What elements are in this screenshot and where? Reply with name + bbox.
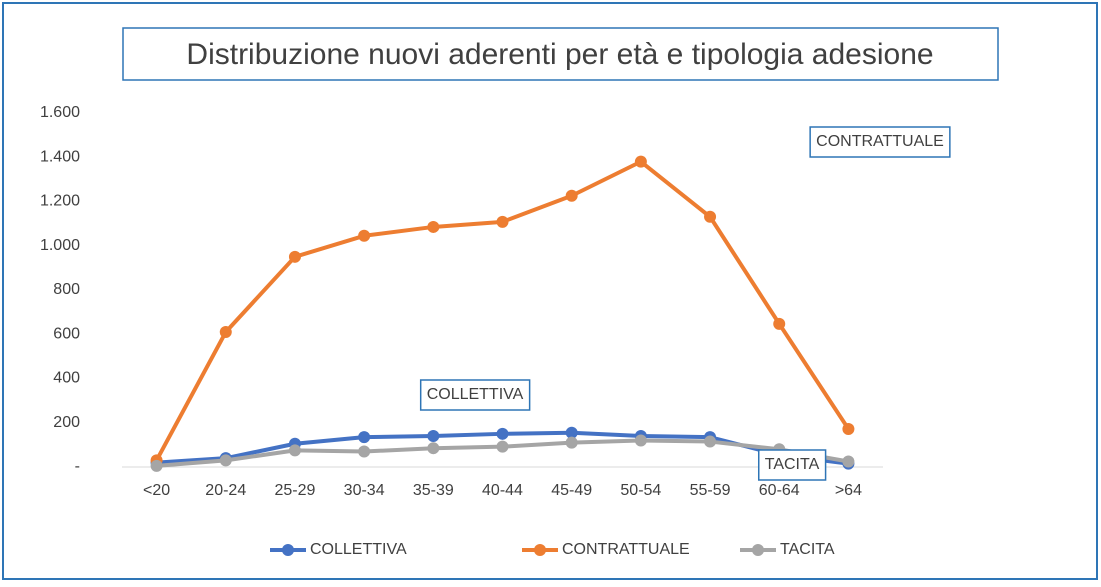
data-point	[358, 445, 371, 458]
x-tick-label: >64	[835, 482, 862, 499]
data-point	[288, 250, 301, 263]
y-tick-label: 1.200	[40, 193, 80, 210]
x-tick-label: 35-39	[413, 482, 454, 499]
data-point	[634, 155, 647, 168]
chart-title: Distribuzione nuovi aderenti per età e t…	[186, 38, 933, 71]
data-point	[704, 210, 717, 223]
legend-label: TACITA	[780, 541, 835, 558]
data-point	[288, 444, 301, 457]
x-tick-label: 25-29	[274, 482, 315, 499]
legend-label: CONTRATTUALE	[562, 541, 690, 558]
annotation: COLLETTIVA	[427, 386, 524, 403]
x-tick-label: 55-59	[690, 482, 731, 499]
data-point	[496, 427, 509, 440]
data-point	[773, 317, 786, 330]
y-tick-label: 1.000	[40, 237, 80, 254]
data-point	[565, 189, 578, 202]
annotation-box	[809, 126, 951, 158]
data-point	[150, 459, 163, 472]
y-tick-label: 1.400	[40, 148, 80, 165]
legend-marker	[752, 544, 764, 556]
annotation-box	[419, 379, 531, 411]
x-tick-label: 45-49	[551, 482, 592, 499]
x-tick-label: 30-34	[344, 482, 385, 499]
title-box	[122, 27, 999, 81]
x-tick-label: 40-44	[482, 482, 523, 499]
y-tick-label: 400	[53, 370, 80, 387]
x-tick-label: 20-24	[205, 482, 246, 499]
data-point	[634, 434, 647, 447]
y-tick-label: 800	[53, 281, 80, 298]
annotation: TACITA	[765, 456, 820, 473]
x-tick-label: 60-64	[759, 482, 800, 499]
annotation-box	[757, 449, 827, 481]
legend-label: COLLETTIVA	[310, 541, 407, 558]
data-point	[358, 229, 371, 242]
data-point	[496, 440, 509, 453]
annotation: CONTRATTUALE	[816, 133, 944, 150]
y-tick-label: 200	[53, 414, 80, 431]
y-tick-label: 600	[53, 325, 80, 342]
data-point	[427, 430, 440, 443]
y-tick-label: 1.600	[40, 104, 80, 121]
data-point	[427, 442, 440, 455]
data-point	[358, 431, 371, 444]
data-point	[704, 435, 717, 448]
y-tick-label: -	[75, 458, 80, 475]
legend-marker	[534, 544, 546, 556]
data-point	[565, 436, 578, 449]
data-point	[842, 422, 855, 435]
data-point	[219, 326, 232, 339]
legend-marker	[282, 544, 294, 556]
x-tick-label: 50-54	[620, 482, 661, 499]
data-point	[842, 455, 855, 468]
data-point	[219, 454, 232, 467]
data-point	[565, 426, 578, 439]
data-point	[496, 215, 509, 228]
x-tick-label: <20	[143, 482, 170, 499]
data-point	[427, 220, 440, 233]
